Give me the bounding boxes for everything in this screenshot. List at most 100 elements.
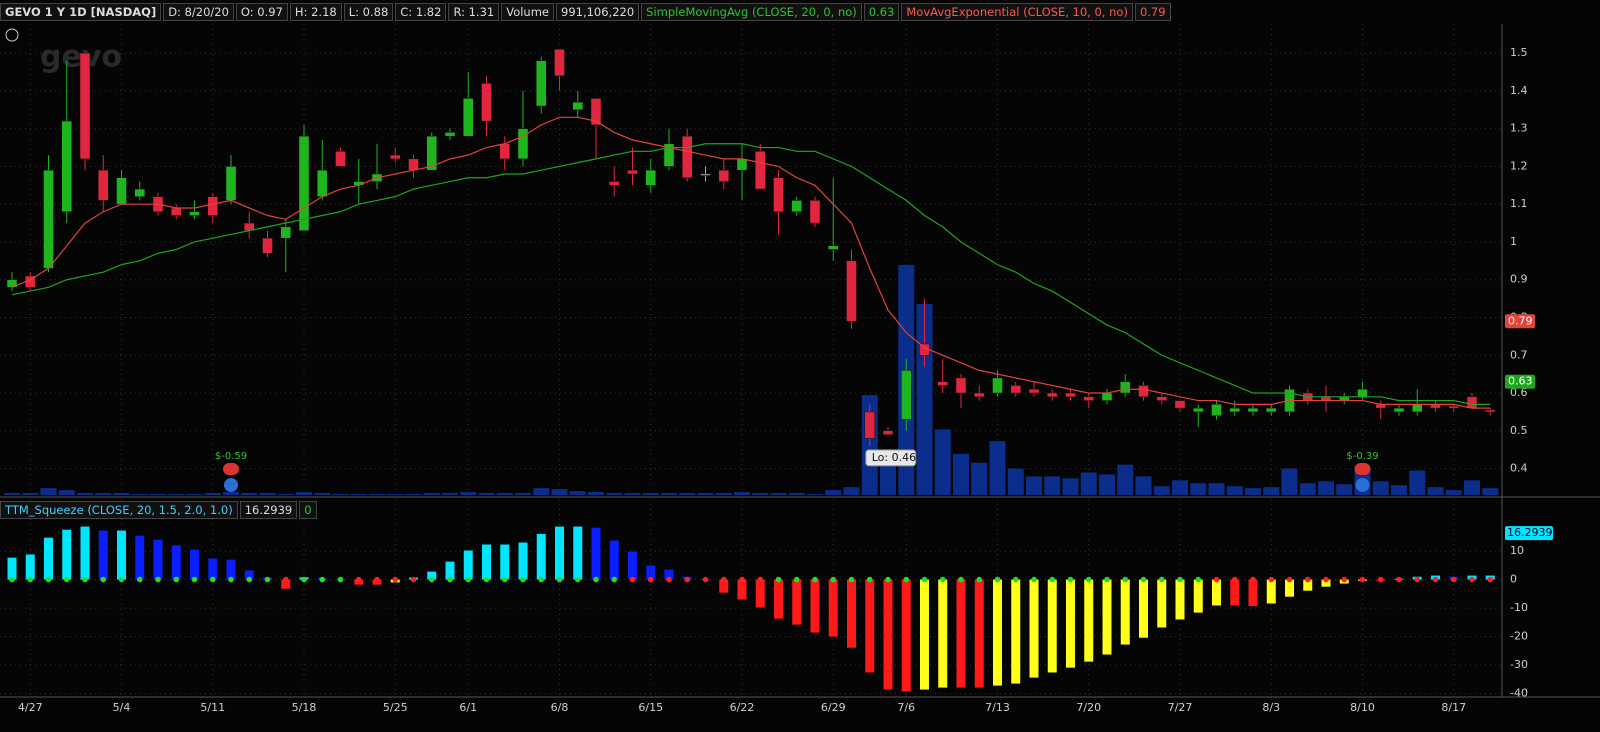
candle-body <box>408 158 419 171</box>
histogram-bar <box>536 533 546 580</box>
study-name[interactable]: MovAvgExponential (CLOSE, 10, 0, no) <box>901 3 1133 21</box>
histogram-bar <box>1321 579 1331 587</box>
squeeze-dot <box>848 576 855 583</box>
volume-bar <box>551 489 568 495</box>
price-badge <box>1505 374 1535 389</box>
volume-bar <box>1172 480 1188 495</box>
volume-bar <box>478 493 495 495</box>
volume-bar <box>880 465 896 495</box>
volume-bar <box>1208 483 1225 495</box>
squeeze-dot <box>994 576 1001 583</box>
symbol[interactable]: GEVO 1 Y 1D [NASDAQ] <box>0 3 162 21</box>
squeeze-dot <box>1432 576 1439 583</box>
candle-body <box>1065 392 1076 398</box>
volume-label[interactable]: Volume <box>501 3 554 21</box>
histogram-bar <box>1266 579 1276 604</box>
candle-body <box>335 151 346 167</box>
volume-bar <box>314 493 331 495</box>
study-value: 0.79 <box>1134 3 1171 21</box>
candle-body <box>1266 407 1277 413</box>
x-tick-label: 6/15 <box>638 701 663 714</box>
squeeze-dot <box>1067 576 1074 583</box>
y-tick-label: 10 <box>1510 544 1524 557</box>
volume-bar <box>1372 481 1389 495</box>
histogram-bar <box>445 561 455 580</box>
histogram-bar <box>883 579 893 690</box>
volume-bar <box>1263 487 1280 495</box>
volume-bar <box>241 493 258 495</box>
volume-bar <box>1445 490 1462 495</box>
squeeze-dot <box>866 576 873 583</box>
squeeze-dot <box>63 576 70 583</box>
candle-body <box>298 135 310 231</box>
histogram-bar <box>865 579 875 673</box>
squeeze-dot <box>520 576 526 583</box>
volume-bar <box>350 494 367 495</box>
squeeze-dot <box>574 576 581 583</box>
volume-bar <box>934 429 951 495</box>
x-tick-label: 5/18 <box>292 701 317 714</box>
volume-bar <box>204 493 221 495</box>
volume-bar <box>715 493 732 495</box>
candle-body <box>645 169 656 186</box>
candle-body <box>1393 407 1405 413</box>
candle-body <box>98 169 109 201</box>
histogram-bar <box>1029 579 1039 678</box>
volume-bar <box>1007 468 1024 495</box>
volume-bar <box>1153 486 1170 495</box>
histogram-bar <box>281 579 291 589</box>
squeeze-dot <box>355 576 362 583</box>
volume-bar <box>1026 476 1042 495</box>
candle-body <box>1193 407 1204 413</box>
candle-body <box>572 101 583 111</box>
volume-bar <box>296 492 312 495</box>
squeeze-dot <box>1049 576 1056 583</box>
candle-body <box>992 377 1003 394</box>
histogram-bar <box>98 530 108 580</box>
squeeze-dot <box>410 576 417 583</box>
y-tick-label: 1 <box>1510 235 1517 248</box>
study-name[interactable]: TTM_Squeeze (CLOSE, 20, 1.5, 2.0, 1.0) <box>0 501 238 519</box>
candle-body <box>225 166 237 201</box>
histogram-bar <box>555 526 564 580</box>
candle-body <box>1357 389 1368 398</box>
squeeze-dot <box>118 576 125 583</box>
volume-bar <box>642 493 659 495</box>
candle-body <box>718 169 729 182</box>
volume-bar <box>1336 484 1353 495</box>
squeeze-dot <box>939 576 946 583</box>
squeeze-dot <box>958 576 964 583</box>
candle-body <box>499 143 510 160</box>
candle-body <box>700 173 711 176</box>
histogram-bar <box>573 526 583 580</box>
study-name[interactable]: SimpleMovingAvg (CLOSE, 20, 0, no) <box>641 3 862 21</box>
volume-bar <box>496 493 513 495</box>
candle-body <box>189 211 200 216</box>
volume-bar <box>1427 487 1444 495</box>
squeeze-dot <box>1268 576 1275 583</box>
squeeze-dot <box>1177 576 1183 583</box>
volume-bar <box>423 493 440 495</box>
earnings-icon <box>1354 463 1371 475</box>
candle-body <box>955 377 967 394</box>
field: C: 1.82 <box>395 3 447 21</box>
study-value: 0.63 <box>863 3 900 21</box>
volume-bar <box>1080 472 1097 495</box>
squeeze-dot <box>720 576 727 583</box>
price-badge-label: 0.79 <box>1508 314 1533 327</box>
candle-body <box>828 245 839 250</box>
info-icon <box>1355 478 1370 492</box>
candle-body <box>390 154 401 160</box>
histogram-bar <box>226 559 236 580</box>
candle-body <box>791 200 802 212</box>
x-tick-label: 8/3 <box>1262 701 1280 714</box>
squeeze-dot <box>885 576 891 583</box>
squeeze-dot <box>447 576 453 583</box>
squeeze-dot <box>702 576 709 583</box>
squeeze-dot <box>1012 576 1019 583</box>
candle-body <box>481 83 492 122</box>
y-tick-label: 0.4 <box>1510 462 1528 475</box>
squeeze-dot <box>501 576 508 583</box>
